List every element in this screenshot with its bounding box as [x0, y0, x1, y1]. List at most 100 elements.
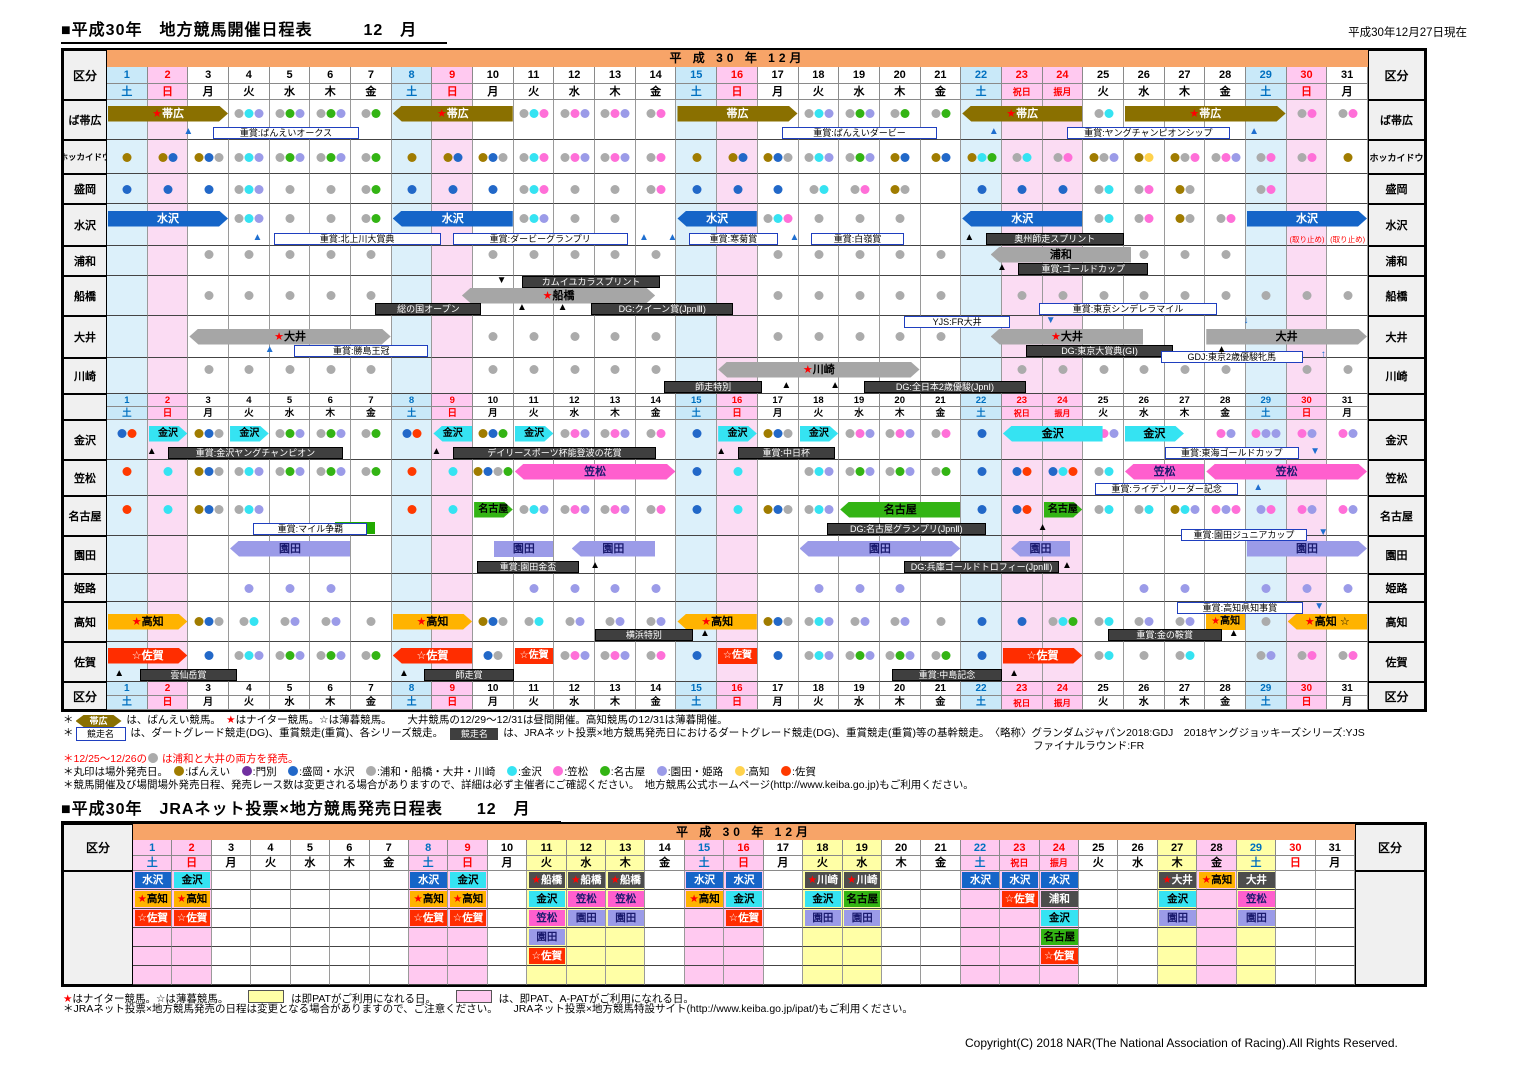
offtrack-sale-dots: [1221, 250, 1231, 259]
sale-dot: [1190, 152, 1200, 162]
offtrack-sale-dots: [483, 651, 503, 660]
offtrack-sale-dots: [529, 250, 539, 259]
sale-day-cell: [881, 871, 922, 890]
track-color-dot: [288, 766, 299, 776]
day-cell: [351, 140, 392, 174]
offtrack-sale-dots: [890, 152, 910, 162]
sale-dot: [656, 617, 666, 626]
sale-venue-chip: 笠松: [607, 891, 644, 907]
race-marker: ▼: [1310, 446, 1321, 457]
offtrack-sale-dots: [244, 291, 254, 300]
race-label: 重賞:金沢ヤングチャンピオン: [168, 447, 343, 459]
date-weekday: 木: [595, 84, 636, 100]
date-weekday: 月: [757, 407, 799, 420]
day-cell: [188, 496, 230, 536]
offtrack-sale-dots: [977, 184, 987, 194]
day-cell: [391, 420, 433, 460]
day-cell: [961, 420, 1002, 460]
date-number: 1: [107, 394, 148, 407]
day-cell: [676, 496, 718, 536]
offtrack-sale-dots: [529, 365, 539, 374]
sale-dot: [519, 152, 529, 162]
race-meeting-banner: ☆佐賀: [514, 647, 554, 664]
race-meeting-banner: 浦和: [990, 246, 1132, 263]
sale-dot: [656, 152, 666, 162]
date-weekday: 土: [107, 84, 148, 100]
offtrack-sale-dots: [402, 429, 422, 438]
sale-dot: [407, 152, 417, 162]
date-number: 4: [229, 394, 270, 407]
date-number: 8: [391, 67, 433, 84]
sale-day-cell: [1236, 947, 1277, 966]
day-cell: [676, 246, 718, 276]
day-cell: [432, 358, 474, 394]
offtrack-sale-dots: [804, 651, 834, 660]
sale-dot: [824, 651, 834, 660]
sale-dot: [987, 152, 997, 162]
sale-dot: [620, 429, 630, 438]
sale-dot: [855, 291, 865, 300]
sale-dot: [539, 214, 549, 223]
sale-dot: [326, 429, 336, 438]
day-cell: [147, 276, 189, 316]
sale-dot: [600, 429, 610, 438]
date-weekday: 日: [717, 696, 758, 710]
track-color-dot: [734, 766, 745, 776]
track-label-right: 金沢: [1368, 420, 1425, 460]
day-cell: [229, 602, 270, 642]
sale-dot: [1338, 429, 1348, 438]
offtrack-sale-dots: [366, 250, 376, 259]
date-weekday: 水: [839, 696, 880, 710]
date-weekday: 水: [839, 407, 880, 420]
legend-text: は、JRAネット投票×地方競馬発売日におけるダートグレード競走(DG)、重賞競走…: [500, 727, 1365, 739]
offtrack-sale-dots: [845, 109, 875, 118]
offtrack-sale-dots: [560, 651, 590, 660]
sale-day-cell: [566, 947, 607, 966]
day-cell: [1164, 642, 1206, 682]
track-color-dot: [506, 766, 517, 776]
offtrack-sale-dots: [560, 505, 590, 514]
legend-text: はナイター競馬。☆は薄暮競馬。 大井競馬の12/29～12/31は昼間開催。高知…: [235, 714, 728, 726]
sale-dot: [168, 152, 178, 162]
sale-dot: [890, 617, 900, 626]
offtrack-sale-dots: [977, 651, 987, 660]
day-cell: [635, 174, 677, 204]
day-cell: [1245, 140, 1287, 174]
offtrack-sale-dots: [936, 250, 946, 259]
day-cell: [1164, 174, 1206, 204]
date-weekday: 月: [1327, 84, 1368, 100]
sale-day-cell: [1276, 947, 1316, 966]
offtrack-sale-dots: [967, 152, 997, 162]
date-weekday: 水: [1123, 84, 1165, 100]
sale-dot: [651, 583, 661, 593]
offtrack-sale-dots: [646, 651, 666, 660]
offtrack-sale-dots: [316, 429, 346, 438]
offtrack-sale-dots: [1211, 152, 1241, 162]
sale-dot: [895, 291, 905, 300]
offtrack-sale-dots: [600, 651, 630, 660]
sale-dot: [1048, 617, 1058, 626]
day-cell: [676, 536, 718, 574]
offtrack-sale-dots: [895, 332, 905, 341]
day-cell: [839, 420, 880, 460]
sale-dot: [1226, 429, 1236, 438]
date-weekday2: 木: [1157, 856, 1198, 871]
race-marker: ▼: [496, 275, 507, 286]
day-cell: [757, 574, 799, 602]
day-cell: [269, 460, 311, 496]
offtrack-sale-dots: [1180, 250, 1190, 259]
sale-dot: [204, 467, 214, 476]
date-weekday: 火: [513, 696, 555, 710]
legend-text: は、即PAT、A-PATがご利用になれる日。: [495, 993, 694, 1005]
offtrack-sale-dots: [163, 184, 173, 194]
sale-dot: [890, 109, 900, 118]
offtrack-sale-dots: [244, 583, 254, 593]
offtrack-sale-dots: [448, 184, 458, 194]
date-weekday: 振月: [1042, 696, 1084, 710]
sale-dot: [977, 184, 987, 194]
sale-dot: [1216, 214, 1226, 223]
sale-venue-chip: 名古屋: [844, 891, 881, 907]
sale-day-cell: [645, 890, 685, 909]
date-weekday2: 月: [763, 856, 804, 871]
race-marker: ▲: [252, 232, 263, 243]
